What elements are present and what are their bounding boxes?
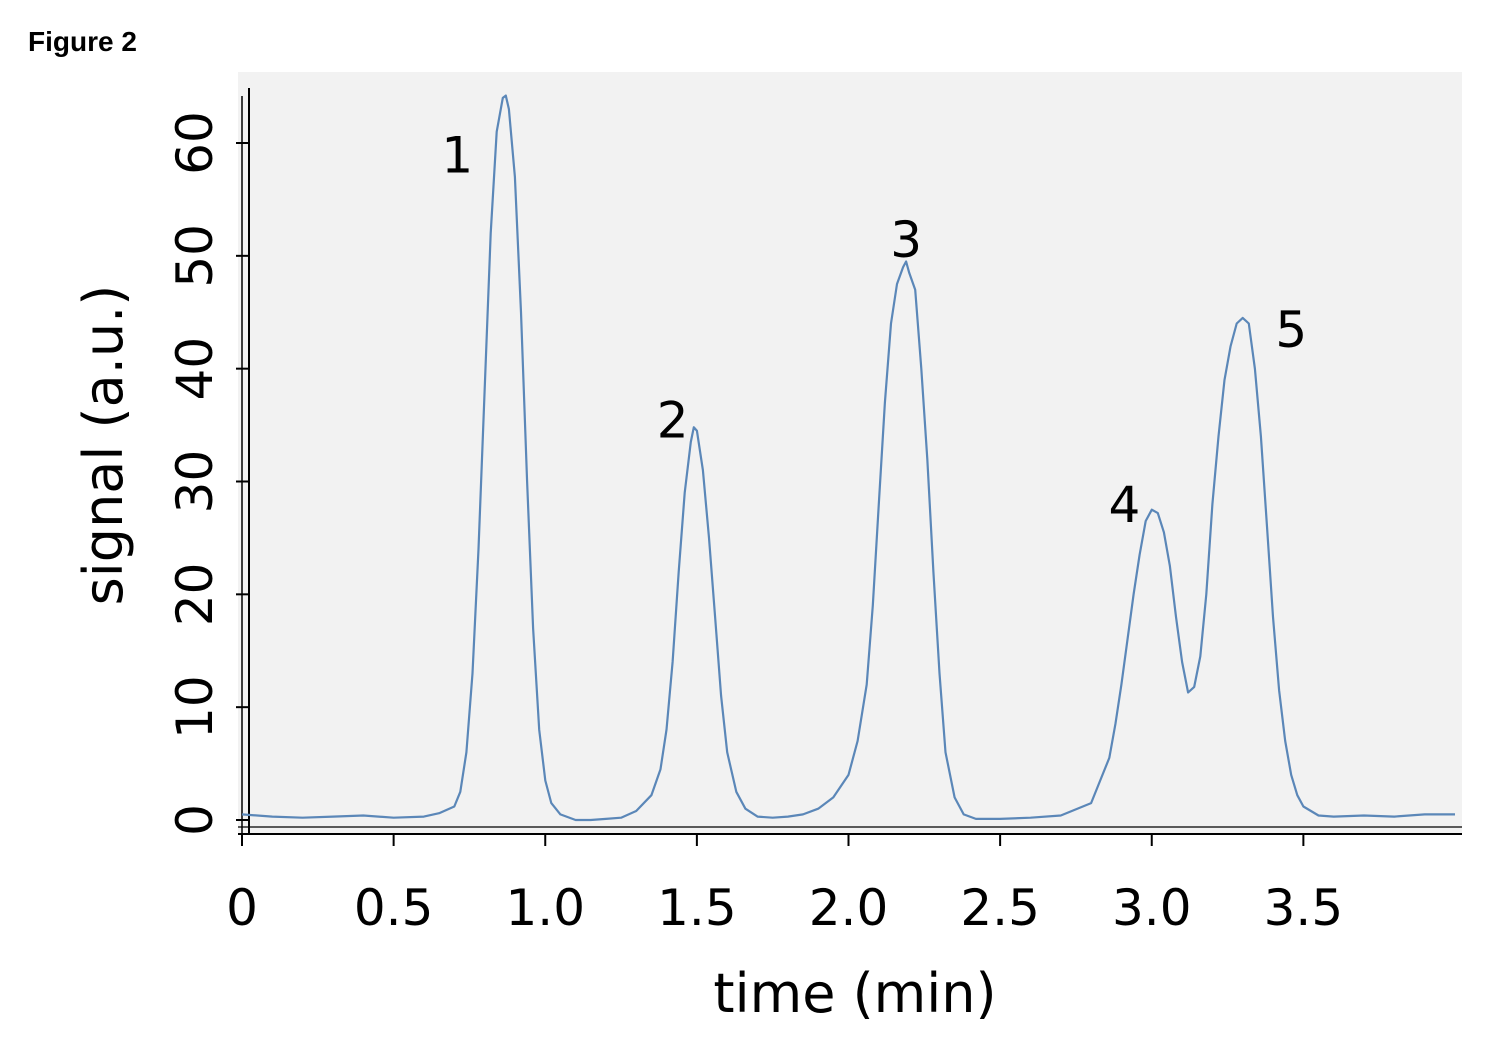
x-tick-label: 1.0 xyxy=(505,879,585,937)
series-group xyxy=(241,94,1455,822)
x-tick-label: 2.5 xyxy=(960,879,1040,937)
annotation-group: 1 2 3 4 5 xyxy=(441,126,1307,534)
x-tick-label: 0 xyxy=(226,879,258,937)
x-axis-title: time (min) xyxy=(713,962,996,1025)
peak-label-1: 1 xyxy=(441,126,473,184)
y-tick-label: 40 xyxy=(166,337,224,401)
y-tick-group: 0 10 20 30 40 50 60 xyxy=(166,111,249,836)
y-tick-label: 30 xyxy=(166,450,224,514)
figure-label: Figure 2 xyxy=(28,26,137,57)
plot-area xyxy=(238,72,1462,834)
peak-label-5: 5 xyxy=(1275,301,1307,359)
peak-label-2: 2 xyxy=(657,391,689,449)
x-tick-label: 3.0 xyxy=(1112,879,1192,937)
peak-label-3: 3 xyxy=(890,211,922,269)
y-tick-label: 0 xyxy=(166,804,224,836)
y-tick-label: 10 xyxy=(166,675,224,739)
y-tick-label: 20 xyxy=(166,563,224,627)
x-tick-label: 1.5 xyxy=(657,879,737,937)
series-line-0 xyxy=(241,94,1455,822)
axes xyxy=(238,88,1462,835)
y-tick-label: 50 xyxy=(166,224,224,288)
x-tick-label: 2.0 xyxy=(809,879,889,937)
x-tick-label: 3.5 xyxy=(1264,879,1344,937)
y-axis-title: signal (a.u.) xyxy=(72,285,135,606)
y-tick-label: 60 xyxy=(166,111,224,175)
peak-label-4: 4 xyxy=(1109,476,1141,534)
x-tick-group: 0 0.5 1.0 1.5 2.0 2.5 3.0 3.5 xyxy=(226,834,1343,937)
x-tick-label: 0.5 xyxy=(354,879,434,937)
